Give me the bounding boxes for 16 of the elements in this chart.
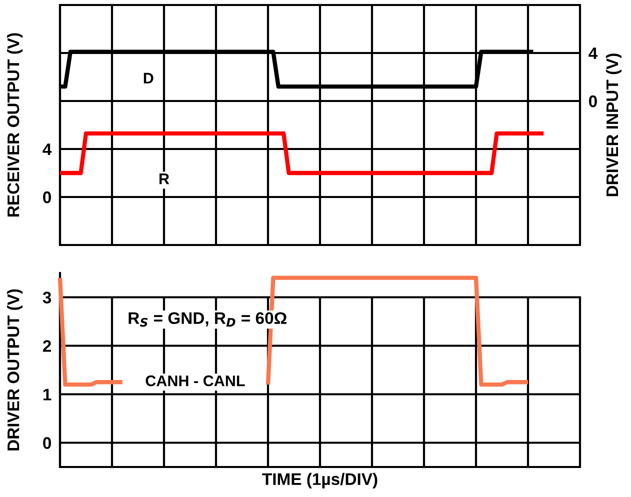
text: R (160, 174, 170, 184)
y-tick-label: 3 (42, 292, 52, 304)
y-tick-label: 0 (43, 191, 51, 204)
y2-tick-label: 4 (588, 48, 598, 60)
series-label: D (144, 72, 154, 84)
y-axis-title: DRIVER OUTPUT (V) (6, 289, 23, 450)
series-label: CANH - CANL (146, 375, 245, 386)
annotation: R$_{S}$ = GND, R$_{D}$ = 60Ω (128, 312, 286, 327)
y-tick-label: 2 (42, 340, 51, 352)
y2-tick-label: 0 (588, 95, 597, 108)
x-axis-title: TIME (1µs/DIV) (262, 472, 378, 488)
y-tick-label: 0 (43, 437, 51, 449)
y-axis-title: RECEIVER OUTPUT (V) (6, 33, 23, 216)
y2-axis-title: DRIVER INPUT (V) (606, 54, 622, 196)
y-tick-label: 4 (42, 144, 52, 156)
y-tick-label: 1 (43, 388, 52, 400)
